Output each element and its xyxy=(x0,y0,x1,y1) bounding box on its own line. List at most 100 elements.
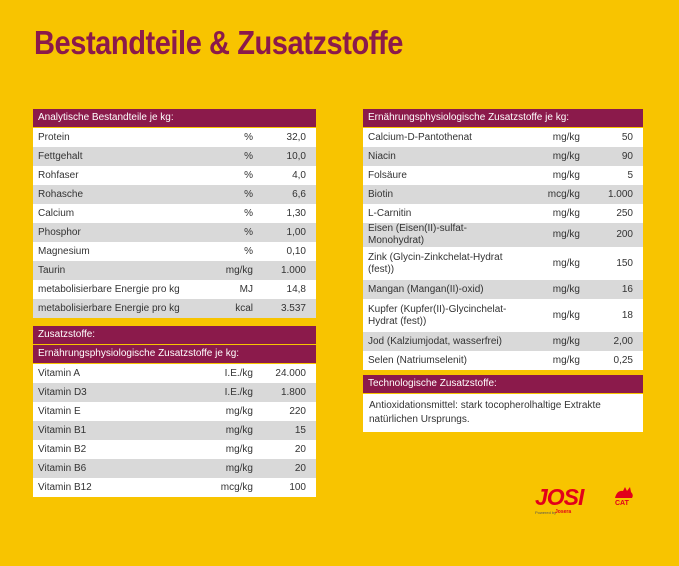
row-name: Jod (Kalziumjodat, wasserfrei) xyxy=(363,336,520,348)
row-name: Kupfer (Kupfer(II)-Glycinchelat- Hydrat (… xyxy=(363,304,520,328)
row-unit: % xyxy=(244,226,253,238)
table-row: Folsäure mg/kg 5 xyxy=(363,166,643,185)
row-unit: % xyxy=(244,169,253,181)
row-unit: mg/kg xyxy=(552,169,580,181)
row-name: Niacin xyxy=(363,151,520,163)
table-row: Selen (Natriumselenit) mg/kg 0,25 xyxy=(363,351,643,370)
table-row: Vitamin D3 I.E./kg 1.800 xyxy=(33,383,316,402)
row-value: 0,10 xyxy=(286,245,306,257)
row-unit: mg/kg xyxy=(225,405,253,417)
logo-sub: CAT xyxy=(615,500,629,507)
table-header: Analytische Bestandteile je kg: xyxy=(33,109,316,128)
row-unit: I.E./kg xyxy=(224,367,253,379)
row-value: 20 xyxy=(294,462,306,474)
name-line: L-Carnitin xyxy=(368,207,412,219)
logo-cat-icon xyxy=(615,487,633,498)
row-unit: MJ xyxy=(239,283,253,295)
table-row: Magnesium% 0,10 xyxy=(33,242,316,261)
table-row: Rohasche% 6,6 xyxy=(33,185,316,204)
row-name: Biotin xyxy=(363,189,520,201)
name-line: Jod (Kalziumjodat, wasserfrei) xyxy=(368,335,502,347)
row-unit: % xyxy=(244,150,253,162)
row-name: Magnesium xyxy=(33,246,193,258)
additives-table: Zusatzstoffe: Ernährungsphysiologische Z… xyxy=(33,326,316,497)
row-name: Fettgehalt xyxy=(33,151,193,163)
table-row: Mangan (Mangan(II)-oxid) mg/kg 16 xyxy=(363,280,643,299)
row-name: L-Carnitin xyxy=(363,208,520,220)
row-value: 100 xyxy=(289,481,306,493)
row-unit: I.E./kg xyxy=(224,386,253,398)
row-value: 5 xyxy=(627,169,633,181)
table-row: Calcium% 1,30 xyxy=(33,204,316,223)
row-value: 2,00 xyxy=(613,335,633,347)
name-line: Kupfer (Kupfer(II)-Glycinchelat- xyxy=(368,303,507,315)
table-row: Zink (Glycin-Zinkchelat-Hydrat (fest)) mg/… xyxy=(363,247,643,280)
table-row: Protein% 32,0 xyxy=(33,128,316,147)
table-row: Phosphor% 1,00 xyxy=(33,223,316,242)
row-value: 15 xyxy=(294,424,306,436)
row-value: 6,6 xyxy=(292,188,306,200)
table-row: Rohfaser% 4,0 xyxy=(33,166,316,185)
analytic-table: Analytische Bestandteile je kg: Protein%… xyxy=(33,109,316,318)
row-unit: kcal xyxy=(235,302,253,314)
row-name: Taurin xyxy=(33,265,193,277)
table-row: Vitamin B6 mg/kg 20 xyxy=(33,459,316,478)
row-name: Zink (Glycin-Zinkchelat-Hydrat (fest)) xyxy=(363,252,520,276)
name-line: Fettgehalt xyxy=(38,150,83,162)
table-row: L-Carnitin mg/kg 250 xyxy=(363,204,643,223)
table-row: Jod (Kalziumjodat, wasserfrei) mg/kg 2,00 xyxy=(363,332,643,351)
nutritional-table: Ernährungsphysiologische Zusatzstoffe je… xyxy=(363,109,643,370)
name-line: Vitamin B1 xyxy=(38,424,87,436)
row-value: 1.000 xyxy=(607,188,633,200)
name-line: Hydrat (fest)) xyxy=(368,315,427,327)
table-row: Biotin mcg/kg 1.000 xyxy=(363,185,643,204)
row-value: 50 xyxy=(621,131,633,143)
row-name: Folsäure xyxy=(363,170,520,182)
row-unit: % xyxy=(244,245,253,257)
row-value: 14,8 xyxy=(286,283,306,295)
row-value: 200 xyxy=(616,229,633,240)
row-name: Vitamin E xyxy=(33,406,193,418)
row-value: 220 xyxy=(289,405,306,417)
table-body: Vitamin A I.E./kg 24.000 Vitamin D3 I.E./kg 1… xyxy=(33,364,316,497)
name-line: Vitamin E xyxy=(38,405,81,417)
row-name: metabolisierbare Energie pro kg xyxy=(33,303,193,315)
row-unit: mg/kg xyxy=(552,257,580,269)
logo-powered: Powered by xyxy=(535,510,557,515)
row-value: 150 xyxy=(616,257,633,269)
name-line: Rohfaser xyxy=(38,169,79,181)
name-line: Vitamin D3 xyxy=(38,386,87,398)
text-block: Antioxidationsmittel: stark tocopherolha… xyxy=(363,394,643,432)
row-value: 90 xyxy=(621,150,633,162)
row-value: 4,0 xyxy=(292,169,306,181)
table-row: Vitamin A I.E./kg 24.000 xyxy=(33,364,316,383)
row-name: Rohasche xyxy=(33,189,193,201)
name-line: Mangan (Mangan(II)-oxid) xyxy=(368,283,484,295)
logo-maker: Josera xyxy=(555,509,572,515)
row-value: 1.000 xyxy=(280,264,306,276)
row-unit: mg/kg xyxy=(552,131,580,143)
name-line: Rohasche xyxy=(38,188,84,200)
row-name: metabolisierbare Energie pro kg xyxy=(33,284,193,296)
table-body: Protein% 32,0 Fettgehalt% 10,0 Rohfaser% 4,0 R… xyxy=(33,128,316,318)
table-row: Calcium-D-Pantothenat mg/kg 50 xyxy=(363,128,643,147)
row-name: Phosphor xyxy=(33,227,193,239)
table-header: Zusatzstoffe: xyxy=(33,326,316,345)
row-value: 32,0 xyxy=(286,131,306,143)
logo: JOSI CAT Powered by Josera xyxy=(535,484,645,515)
row-unit: mg/kg xyxy=(552,354,580,366)
row-value: 1,30 xyxy=(286,207,306,219)
row-value: 250 xyxy=(616,207,633,219)
table-row: Niacin mg/kg 90 xyxy=(363,147,643,166)
row-name: Calcium-D-Pantothenat xyxy=(363,132,520,144)
row-value: 24.000 xyxy=(275,367,306,379)
table-row: Vitamin B1 mg/kg 15 xyxy=(33,421,316,440)
table-row: Eisen (Eisen(II)-sulfat-Monohydrat) mg/kg… xyxy=(363,223,643,247)
row-name: Protein xyxy=(33,132,193,144)
row-value: 0,25 xyxy=(613,354,633,366)
name-line: Zink (Glycin-Zinkchelat-Hydrat xyxy=(368,251,503,263)
logo-brand: JOSI xyxy=(535,484,584,510)
name-line: Biotin xyxy=(368,188,394,200)
row-unit: mcg/kg xyxy=(220,481,253,493)
name-line: Folsäure xyxy=(368,169,407,181)
